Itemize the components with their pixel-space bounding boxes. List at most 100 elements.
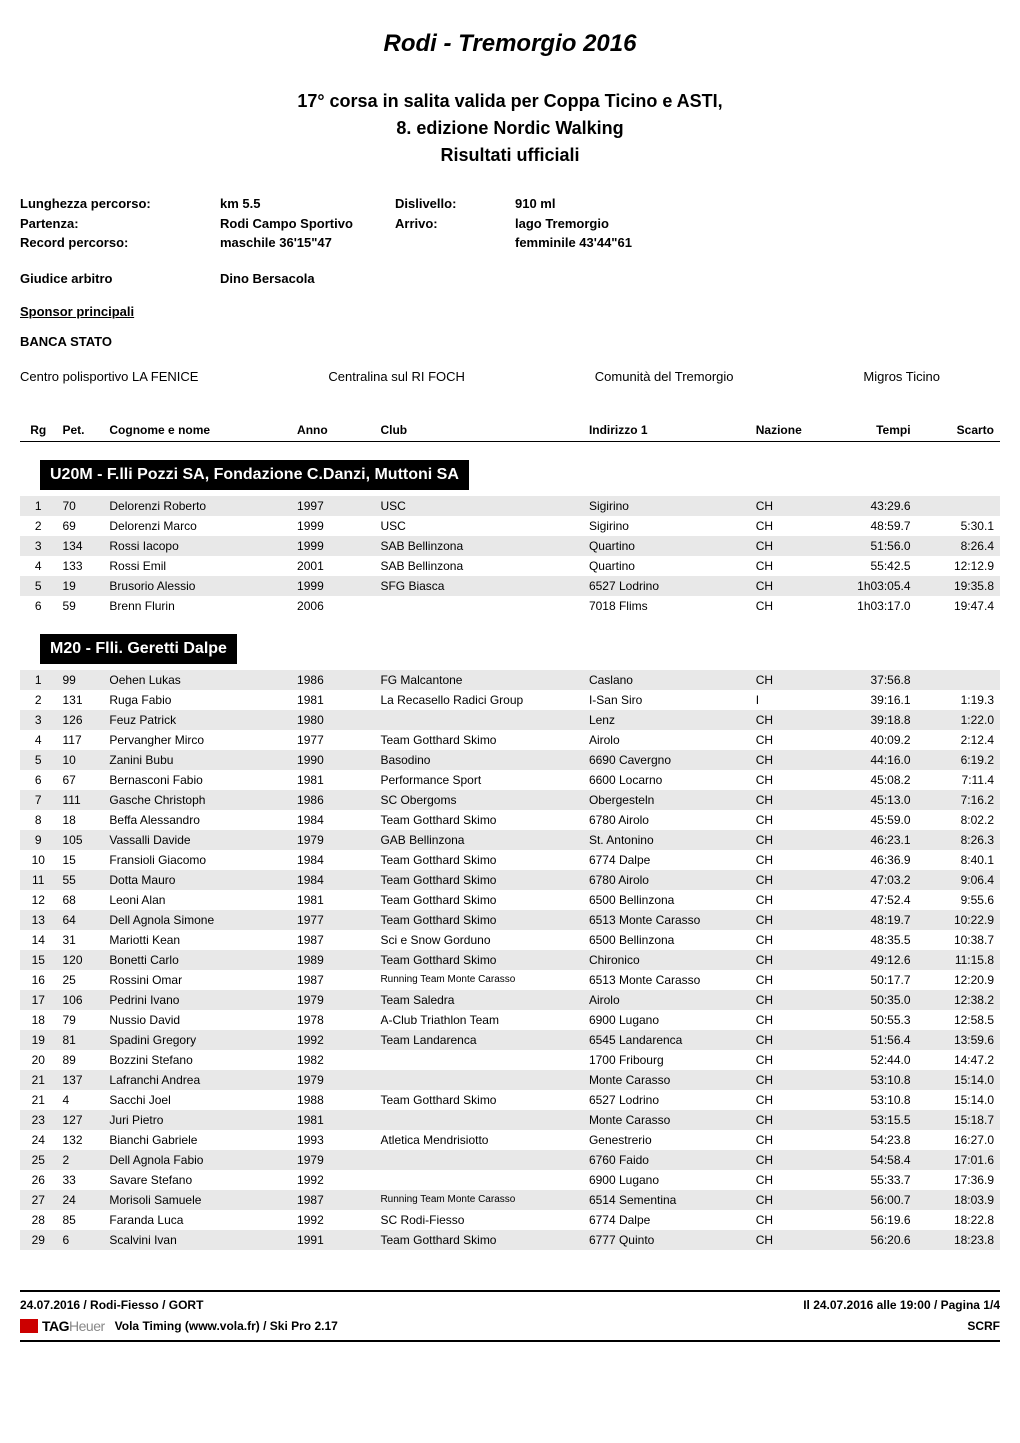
cell-rg: 24 (20, 1130, 56, 1150)
cell-tempi: 48:59.7 (823, 516, 917, 536)
cell-anno: 1981 (291, 890, 374, 910)
cell-ind: 6774 Dalpe (583, 850, 750, 870)
cell-anno: 1990 (291, 750, 374, 770)
cell-club: A-Club Triathlon Team (374, 1010, 583, 1030)
cell-club: Running Team Monte Carasso (374, 1190, 583, 1210)
cell-ind: 7018 Flims (583, 596, 750, 616)
cell-name: Scalvini Ivan (103, 1230, 291, 1250)
cell-ind: 6774 Dalpe (583, 1210, 750, 1230)
cell-naz: CH (750, 770, 823, 790)
cell-tempi: 44:16.0 (823, 750, 917, 770)
cell-name: Dell Agnola Simone (103, 910, 291, 930)
cell-scarto: 17:36.9 (917, 1170, 1000, 1190)
category-title: M20 - Flli. Geretti Dalpe (40, 634, 237, 664)
cell-scarto: 17:01.6 (917, 1150, 1000, 1170)
cell-rg: 3 (20, 710, 56, 730)
cell-name: Pedrini Ivano (103, 990, 291, 1010)
cell-name: Bozzini Stefano (103, 1050, 291, 1070)
cell-naz: I (750, 690, 823, 710)
cell-name: Fransioli Giacomo (103, 850, 291, 870)
cell-ind: Sigirino (583, 496, 750, 516)
table-row: 17106Pedrini Ivano1979Team SaledraAirolo… (20, 990, 1000, 1010)
sponsor-item: Comunità del Tremorgio (595, 369, 734, 384)
col-pet: Pet. (56, 419, 103, 442)
table-row: 2724Morisoli Samuele1987Running Team Mon… (20, 1190, 1000, 1210)
cell-club: Team Landarenca (374, 1030, 583, 1050)
cell-name: Bonetti Carlo (103, 950, 291, 970)
cell-scarto: 15:14.0 (917, 1090, 1000, 1110)
cell-pet: 131 (56, 690, 103, 710)
sponsor-header: Sponsor principali (20, 304, 1000, 319)
table-row: 659Brenn Flurin20067018 FlimsCH1h03:17.0… (20, 596, 1000, 616)
table-row: 2885Faranda Luca1992SC Rodi-Fiesso6774 D… (20, 1210, 1000, 1230)
cell-ind: Caslano (583, 670, 750, 690)
table-row: 1879Nussio David1978A-Club Triathlon Tea… (20, 1010, 1000, 1030)
cell-rg: 13 (20, 910, 56, 930)
cell-name: Brenn Flurin (103, 596, 291, 616)
cell-ind: Sigirino (583, 516, 750, 536)
cell-anno: 1981 (291, 1110, 374, 1130)
cell-tempi: 50:55.3 (823, 1010, 917, 1030)
cell-pet: 59 (56, 596, 103, 616)
cell-name: Nussio David (103, 1010, 291, 1030)
cell-pet: 24 (56, 1190, 103, 1210)
cell-club: Team Gotthard Skimo (374, 810, 583, 830)
cell-rg: 21 (20, 1070, 56, 1090)
cell-ind: 6545 Landarenca (583, 1030, 750, 1050)
table-row: 170Delorenzi Roberto1997USCSigirinoCH43:… (20, 496, 1000, 516)
cell-ind: 6600 Locarno (583, 770, 750, 790)
col-ind: Indirizzo 1 (583, 419, 750, 442)
spacer (395, 233, 515, 253)
results-table: 199Oehen Lukas1986FG MalcantoneCaslanoCH… (20, 670, 1000, 1250)
cell-scarto: 15:18.7 (917, 1110, 1000, 1130)
cell-naz: CH (750, 1210, 823, 1230)
cell-naz: CH (750, 1190, 823, 1210)
cell-club: Atletica Mendrisiotto (374, 1130, 583, 1150)
col-rg: Rg (20, 419, 56, 442)
cell-tempi: 39:16.1 (823, 690, 917, 710)
cell-scarto: 19:35.8 (917, 576, 1000, 596)
cell-club: USC (374, 496, 583, 516)
subtitle-line: 8. edizione Nordic Walking (20, 115, 1000, 142)
cell-club: La Recasello Radici Group (374, 690, 583, 710)
cell-scarto: 12:58.5 (917, 1010, 1000, 1030)
cell-name: Oehen Lukas (103, 670, 291, 690)
cell-scarto: 14:47.2 (917, 1050, 1000, 1070)
cell-club: SC Obergoms (374, 790, 583, 810)
cell-rg: 27 (20, 1190, 56, 1210)
table-row: 1364Dell Agnola Simone1977Team Gotthard … (20, 910, 1000, 930)
cell-anno: 1999 (291, 536, 374, 556)
table-row: 1015Fransioli Giacomo1984Team Gotthard S… (20, 850, 1000, 870)
col-club: Club (374, 419, 583, 442)
cell-anno: 1992 (291, 1210, 374, 1230)
cell-tempi: 47:03.2 (823, 870, 917, 890)
cell-naz: CH (750, 830, 823, 850)
cell-name: Dell Agnola Fabio (103, 1150, 291, 1170)
cell-naz: CH (750, 810, 823, 830)
cell-pet: 133 (56, 556, 103, 576)
cell-tempi: 43:29.6 (823, 496, 917, 516)
table-row: 24132Bianchi Gabriele1993Atletica Mendri… (20, 1130, 1000, 1150)
cell-anno: 1981 (291, 690, 374, 710)
cell-name: Rossini Omar (103, 970, 291, 990)
timing-text: Vola Timing (www.vola.fr) / Ski Pro 2.17 (115, 1319, 338, 1333)
table-row: 15120Bonetti Carlo1989Team Gotthard Skim… (20, 950, 1000, 970)
length-label: Lunghezza percorso: (20, 194, 220, 214)
table-row: 4133Rossi Emil2001SAB BellinzonaQuartino… (20, 556, 1000, 576)
cell-pet: 6 (56, 1230, 103, 1250)
cell-rg: 6 (20, 770, 56, 790)
cell-naz: CH (750, 750, 823, 770)
cell-tempi: 46:23.1 (823, 830, 917, 850)
cell-scarto: 8:26.3 (917, 830, 1000, 850)
cell-ind: Airolo (583, 990, 750, 1010)
col-name: Cognome e nome (103, 419, 291, 442)
cell-pet: 126 (56, 710, 103, 730)
cell-pet: 111 (56, 790, 103, 810)
cell-club (374, 596, 583, 616)
table-row: 3134Rossi Iacopo1999SAB BellinzonaQuarti… (20, 536, 1000, 556)
cell-rg: 2 (20, 516, 56, 536)
cell-tempi: 55:42.5 (823, 556, 917, 576)
cell-anno: 1978 (291, 1010, 374, 1030)
cell-rg: 10 (20, 850, 56, 870)
cell-ind: 6780 Airolo (583, 870, 750, 890)
